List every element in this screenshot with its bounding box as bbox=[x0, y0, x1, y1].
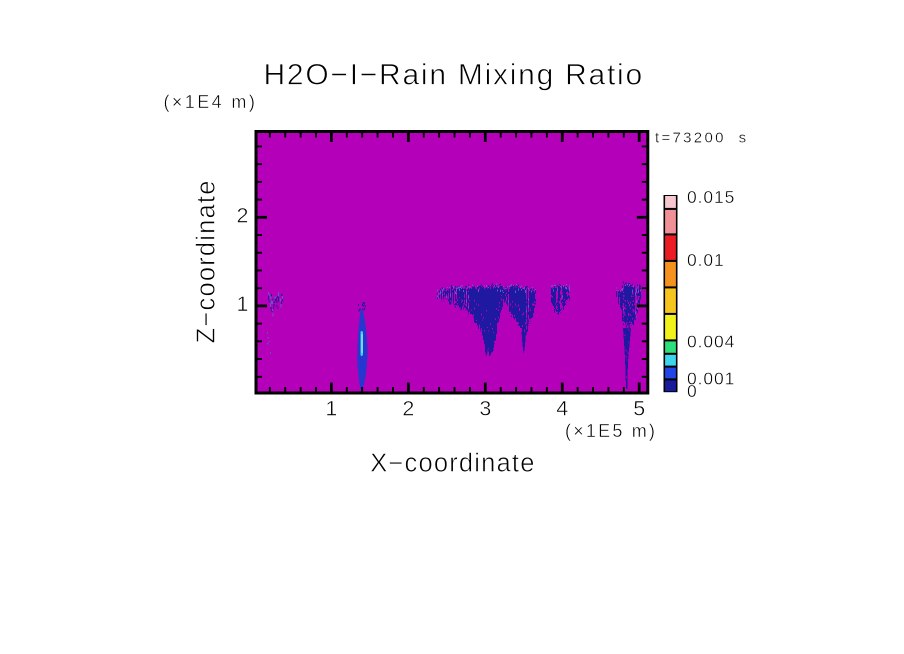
svg-text:1: 1 bbox=[325, 397, 337, 421]
svg-text:3: 3 bbox=[479, 397, 491, 421]
svg-text:0: 0 bbox=[687, 381, 698, 401]
svg-text:0.001: 0.001 bbox=[687, 369, 735, 389]
svg-text:X−coordinate: X−coordinate bbox=[370, 450, 535, 478]
svg-text:0.004: 0.004 bbox=[687, 331, 735, 351]
svg-text:1: 1 bbox=[237, 292, 249, 316]
svg-text:(×1E5 m): (×1E5 m) bbox=[565, 421, 657, 441]
svg-text:2: 2 bbox=[237, 203, 249, 227]
svg-text:0.015: 0.015 bbox=[687, 187, 735, 207]
svg-text:t=73200 s: t=73200 s bbox=[655, 130, 748, 147]
svg-text:Z−coordinate: Z−coordinate bbox=[193, 179, 221, 343]
svg-text:(×1E4 m): (×1E4 m) bbox=[164, 92, 258, 112]
svg-text:0.01: 0.01 bbox=[687, 250, 725, 270]
svg-text:5: 5 bbox=[633, 397, 645, 421]
svg-text:H2O−I−Rain Mixing Ratio: H2O−I−Rain Mixing Ratio bbox=[264, 59, 644, 92]
svg-text:4: 4 bbox=[556, 397, 568, 421]
svg-text:2: 2 bbox=[402, 397, 414, 421]
